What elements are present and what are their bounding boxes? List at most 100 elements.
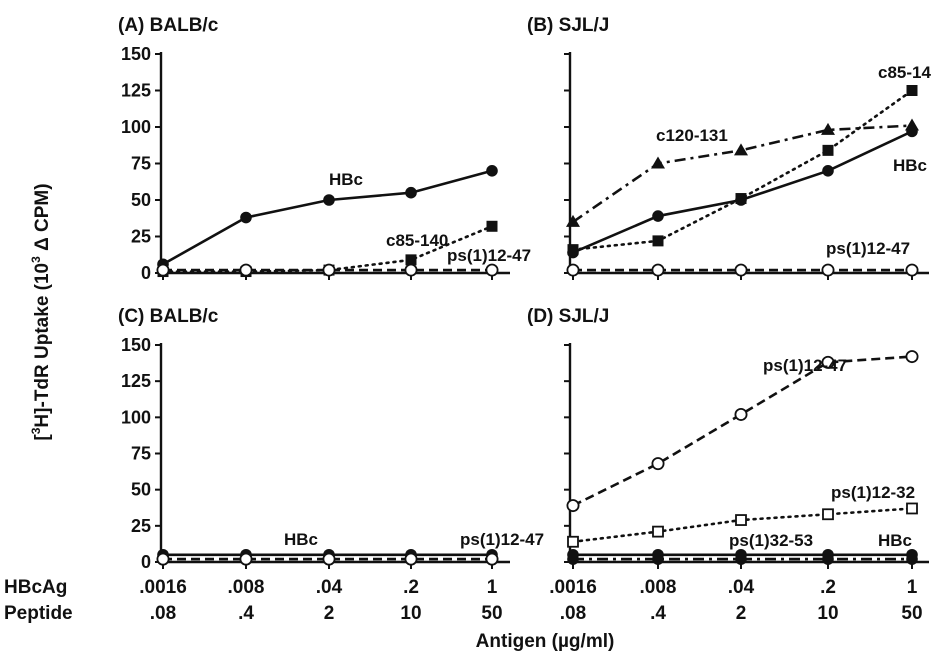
data-point (322, 552, 336, 566)
x-tick-label-peptide: 10 (817, 603, 838, 624)
data-point (821, 263, 835, 277)
series-ps(1)12-47 (156, 552, 499, 566)
x-tick-label-peptide: .4 (650, 603, 666, 624)
data-point (405, 186, 417, 199)
series-annotation: HBc (878, 531, 912, 550)
y-tick-label: 125 (121, 371, 151, 391)
series-annotation: ps(1)12-47 (460, 530, 544, 549)
series-c120-131 (566, 118, 919, 227)
x-tick-label-peptide: 50 (481, 603, 502, 624)
series-line (572, 355, 913, 507)
x-tick-label-hbcag: .2 (820, 577, 836, 598)
data-point (322, 263, 336, 277)
data-point (906, 502, 918, 515)
x-tick-label-hbcag: .008 (228, 577, 265, 598)
x-tick-label-hbcag: .2 (403, 577, 419, 598)
y-tick-label: 150 (121, 335, 151, 355)
x-tick-label-peptide: .4 (238, 603, 254, 624)
data-point (156, 552, 170, 566)
y-tick-label: 75 (131, 444, 151, 464)
data-point (651, 457, 665, 471)
x-tick-label-hbcag: .0016 (139, 577, 187, 598)
series-ps(1)12-47 (156, 263, 499, 277)
x-tick-label-peptide: 2 (324, 603, 335, 624)
panel-a: (A) BALB/c 0 25 50 75 100 125 150 (118, 15, 510, 283)
y-tick-label: 25 (131, 516, 151, 536)
data-point (821, 122, 835, 135)
data-point (567, 535, 579, 548)
data-point (486, 165, 498, 177)
panel-title: (B) SJL/J (527, 15, 609, 36)
series-annotation: ps(1)12-47 (826, 239, 910, 258)
data-point (734, 407, 748, 421)
series-ps(1)12-47 (566, 263, 919, 277)
series-annotation: c120-131 (656, 126, 728, 145)
data-point (734, 263, 748, 277)
series-line (572, 124, 913, 223)
panel-title: (C) BALB/c (118, 306, 219, 327)
data-point (652, 548, 664, 561)
data-point (323, 194, 335, 206)
y-tick-label: 125 (121, 81, 151, 101)
series-line (571, 89, 914, 251)
data-point (906, 85, 918, 96)
panel-title: (A) BALB/c (118, 15, 219, 36)
series-annotation: ps(1)12-47 (447, 246, 531, 265)
data-point (652, 525, 664, 538)
series-annotation: ps(1)12-32 (831, 483, 915, 502)
series-annotation: HBc (893, 156, 927, 175)
data-point (906, 125, 918, 138)
data-point (822, 165, 834, 177)
data-point (735, 548, 747, 561)
series-annotation: c85-140 (386, 231, 448, 250)
y-axis-label: [3H]-TdR Uptake (103 Δ CPM) (29, 183, 53, 440)
data-point (821, 355, 835, 369)
series-line (162, 169, 493, 266)
x-tick-label-peptide: 10 (400, 603, 421, 624)
data-point (566, 214, 580, 227)
data-point (566, 263, 580, 277)
panel-c: (C) BALB/c0255075100125150.0016.008.04.2… (118, 306, 510, 624)
series-annotation: ps(1)12-47 (763, 356, 847, 375)
data-point (404, 552, 418, 566)
data-point (651, 156, 665, 169)
data-point (486, 220, 498, 232)
row-label-hbcag: HBcAg (4, 577, 67, 598)
data-point (156, 263, 170, 277)
series-annotation: c85-140 (878, 63, 931, 82)
x-axis-label: Antigen (µg/ml) (476, 631, 615, 652)
y-tick-label: 0 (141, 263, 151, 283)
data-point (240, 211, 252, 224)
y-tick-label: 25 (131, 227, 151, 247)
x-tick-label-hbcag: 1 (487, 577, 498, 598)
x-tick-label-hbcag: .008 (640, 577, 677, 598)
series-annotation: HBc (284, 530, 318, 549)
data-point (567, 548, 579, 561)
data-point (485, 263, 499, 277)
y-tick-label: 100 (121, 117, 151, 137)
series-annotation: HBc (329, 170, 363, 189)
row-label-peptide: Peptide (4, 603, 73, 624)
data-point (905, 350, 919, 364)
series-ps(1)12-47 (566, 350, 919, 513)
series-HBc (567, 548, 918, 561)
x-tick-label-peptide: .08 (560, 603, 586, 624)
series-line (161, 224, 494, 273)
series-HBc (567, 125, 918, 259)
y-tick-label: 100 (121, 407, 151, 427)
data-point (652, 235, 664, 247)
x-tick-label-hbcag: .04 (316, 577, 343, 598)
data-point (906, 548, 918, 561)
data-point (652, 210, 664, 222)
data-point (566, 499, 580, 513)
data-point (567, 246, 579, 259)
x-tick-label-peptide: 2 (736, 603, 747, 624)
data-point (822, 508, 834, 521)
data-point (735, 194, 747, 206)
x-tick-label-peptide: 50 (901, 603, 922, 624)
x-tick-label-peptide: .08 (150, 603, 176, 624)
panel-d: (D) SJL/J .0016 .008 .04 .2 1 .08 .4 2 10 50 (527, 306, 929, 624)
series-HBc (157, 165, 498, 271)
